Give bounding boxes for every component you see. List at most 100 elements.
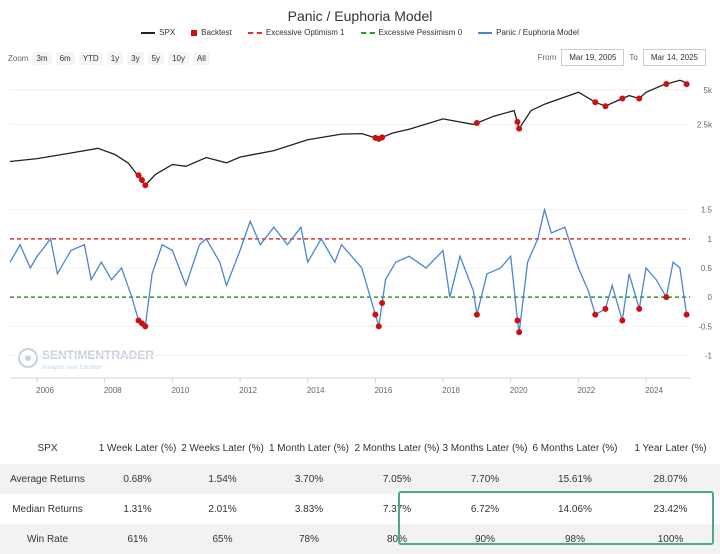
lower-y-tick-label: 0.5 — [701, 264, 713, 273]
backtest-marker-lower[interactable] — [372, 311, 379, 318]
backtest-marker-upper[interactable] — [379, 134, 386, 141]
backtest-marker-upper[interactable] — [592, 99, 599, 106]
table-header: 2 Months Later (%) — [354, 442, 440, 454]
table-header: 2 Weeks Later (%) — [181, 442, 264, 454]
upper-y-tick-label: 2.5k — [697, 120, 713, 129]
backtest-marker-lower[interactable] — [602, 305, 609, 312]
x-tick-label: 2022 — [577, 386, 595, 395]
legend-item-spx[interactable]: SPX — [141, 28, 175, 37]
legend-item-optimism[interactable]: Excessive Optimism 1 — [247, 28, 345, 37]
table-header: 3 Months Later (%) — [442, 442, 528, 454]
zoom-button-all[interactable]: All — [192, 52, 210, 65]
x-tick-label: 2008 — [104, 386, 122, 395]
upper-y-tick-label: 5k — [704, 86, 713, 95]
from-date-input[interactable]: Mar 19, 2005 — [561, 49, 625, 66]
zoom-button-10y[interactable]: 10y — [168, 52, 189, 65]
table-cell: 98% — [529, 524, 621, 554]
watermark-tagline: Analysis over Emotion — [42, 365, 101, 371]
table-header: 6 Months Later (%) — [532, 442, 618, 454]
backtest-marker-upper[interactable] — [619, 95, 626, 102]
table-cell: 14.06% — [558, 503, 592, 515]
backtest-marker-lower[interactable] — [516, 329, 523, 336]
to-date-input[interactable]: Mar 14, 2025 — [642, 49, 706, 66]
x-tick-label: 2020 — [510, 386, 528, 395]
legend-item-backtest[interactable]: Backtest — [191, 28, 232, 37]
from-label: From — [537, 53, 557, 62]
line-swatch-icon — [141, 31, 156, 34]
x-tick-label: 2018 — [442, 386, 460, 395]
legend-item-model[interactable]: Panic / Euphoria Model — [478, 28, 579, 37]
table-header-row: SPX 1 Week Later (%) 2 Weeks Later (%) 1… — [0, 432, 720, 464]
table-cell: 3.70% — [265, 464, 353, 494]
table-row: Median Returns 1.31% 2.01% 3.83% 7.37% 6… — [0, 494, 720, 524]
table-row: Win Rate 61% 65% 78% 80% 90% 98% 100% — [0, 524, 720, 554]
backtest-marker-upper[interactable] — [138, 176, 145, 183]
table-header: 1 Year Later (%) — [634, 442, 707, 454]
model-series-line[interactable] — [9, 207, 688, 333]
legend-label: Panic / Euphoria Model — [496, 28, 579, 37]
table-cell: 23.42% — [653, 503, 688, 515]
x-tick-label: 2016 — [374, 386, 392, 395]
backtest-marker-upper[interactable] — [142, 182, 149, 189]
spx-series-line[interactable] — [9, 79, 687, 187]
zoom-button-3m[interactable]: 3m — [32, 52, 52, 65]
table-row: Average Returns 0.68% 1.54% 3.70% 7.05% … — [0, 464, 720, 494]
chart-title: Panic / Euphoria Model — [287, 8, 433, 24]
zoom-button-6m[interactable]: 6m — [55, 52, 75, 65]
backtest-marker-lower[interactable] — [514, 317, 521, 324]
table-header: 1 Week Later (%) — [98, 442, 177, 454]
legend-item-pessimism[interactable]: Excessive Pessimism 0 — [360, 28, 463, 37]
backtest-marker-upper[interactable] — [473, 119, 480, 126]
backtest-marker-lower[interactable] — [663, 294, 670, 301]
table-cell: 65% — [180, 524, 265, 554]
backtest-marker-lower[interactable] — [592, 311, 599, 318]
returns-table: SPX 1 Week Later (%) 2 Weeks Later (%) 1… — [0, 432, 720, 554]
table-cell: 1.31% — [123, 503, 152, 515]
backtest-marker-upper[interactable] — [663, 81, 670, 88]
table-header: SPX — [37, 442, 58, 454]
line-swatch-icon — [478, 31, 493, 34]
lower-y-tick-label: 0 — [708, 293, 713, 302]
zoom-button-1y[interactable]: 1y — [106, 52, 124, 65]
table-cell: 15.61% — [529, 464, 621, 494]
lower-y-tick-label: 1.5 — [701, 206, 713, 215]
legend-label: Excessive Optimism 1 — [265, 28, 345, 37]
backtest-marker-lower[interactable] — [619, 317, 626, 324]
legend-label: SPX — [159, 28, 176, 37]
table-cell: 6.72% — [470, 503, 500, 515]
backtest-marker-upper[interactable] — [636, 95, 643, 102]
zoom-button-3y[interactable]: 3y — [127, 52, 144, 65]
zoom-button-5y[interactable]: 5y — [147, 52, 165, 65]
backtest-marker-upper[interactable] — [683, 81, 690, 88]
date-range: From Mar 19, 2005 To Mar 14, 2025 — [538, 49, 706, 66]
chart-canvas[interactable]: SENTIMENTRADER Analysis over Emotion 5k 2… — [0, 68, 720, 408]
table-cell: 7.05% — [353, 464, 441, 494]
backtest-marker-lower[interactable] — [375, 323, 382, 330]
x-tick-label: 2012 — [239, 386, 257, 395]
backtest-marker-lower[interactable] — [473, 311, 480, 318]
backtest-marker-upper[interactable] — [135, 172, 142, 179]
watermark-logo-dot — [25, 355, 31, 361]
x-tick-label: 2024 — [645, 386, 663, 395]
backtest-marker-lower[interactable] — [636, 305, 643, 312]
zoom-button-ytd[interactable]: YTD — [78, 52, 103, 65]
backtest-marker-lower[interactable] — [683, 311, 690, 318]
watermark: SENTIMENTRADER Analysis over Emotion — [18, 348, 154, 371]
table-cell: 1.54% — [180, 464, 265, 494]
table-cell: 7.37% — [382, 503, 412, 515]
lower-y-tick-label: -0.5 — [698, 322, 712, 331]
backtest-marker-lower[interactable] — [379, 300, 386, 306]
lower-y-tick-label: 1 — [708, 235, 713, 244]
backtest-marker-upper[interactable] — [514, 118, 521, 125]
axis-labels: 5k 2.5k 1.5 1 0.5 0 -0.5 -1 2006 2008 2010 2012 2014… — [36, 86, 713, 395]
backtest-marker-upper[interactable] — [602, 103, 609, 110]
table-cell: 0.68% — [95, 464, 180, 494]
x-tick-label: 2014 — [307, 386, 325, 395]
backtest-marker-upper[interactable] — [516, 125, 523, 132]
table-cell: 100% — [621, 524, 720, 554]
row-label: Win Rate — [0, 524, 95, 554]
to-label: To — [629, 53, 638, 62]
backtest-marker-lower[interactable] — [142, 323, 149, 330]
chart-marks — [9, 79, 690, 336]
legend-label: Excessive Pessimism 0 — [378, 28, 463, 37]
